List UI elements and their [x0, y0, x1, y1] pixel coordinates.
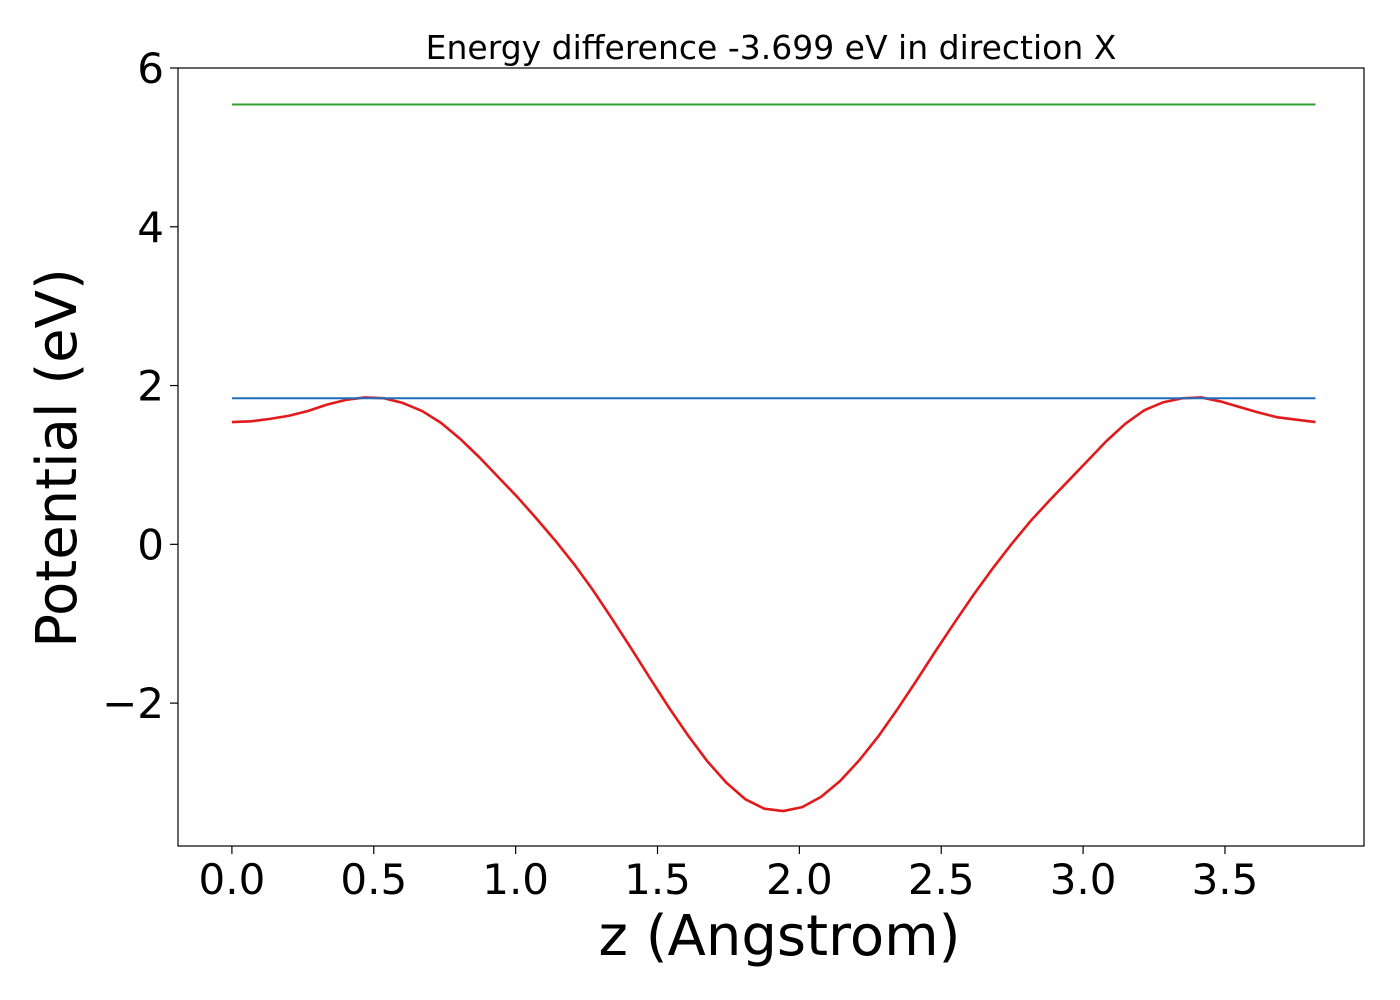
x-tick-label: 1.0 [482, 855, 549, 904]
chart-title: Energy difference -3.699 eV in direction… [426, 28, 1117, 67]
x-tick-label: 3.0 [1050, 855, 1117, 904]
x-tick-label: 2.0 [766, 855, 833, 904]
plot-lines [231, 103, 1316, 813]
y-tick-label: 0 [137, 520, 164, 569]
y-tick-label: 4 [137, 203, 164, 252]
y-tick-label: −2 [102, 679, 164, 728]
series-line-0 [231, 396, 1316, 813]
y-tick-label: 2 [137, 362, 164, 411]
x-axis-label: z (Angstrom) [599, 904, 961, 969]
x-tick-label: 2.5 [908, 855, 975, 904]
x-tick-label: 1.5 [624, 855, 691, 904]
x-tick-label: 3.5 [1192, 855, 1259, 904]
y-tick-label: 6 [137, 44, 164, 93]
x-tick-label: 0.0 [199, 855, 266, 904]
x-axis-ticks: 0.0 0.5 1.0 1.5 2.0 2.5 3.0 3.5 [199, 846, 1259, 904]
x-tick-label: 0.5 [340, 855, 407, 904]
y-axis-ticks: −2 0 2 4 6 [102, 44, 178, 728]
plot-frame [177, 67, 1365, 847]
y-axis-label: Potential (eV) [25, 268, 90, 648]
